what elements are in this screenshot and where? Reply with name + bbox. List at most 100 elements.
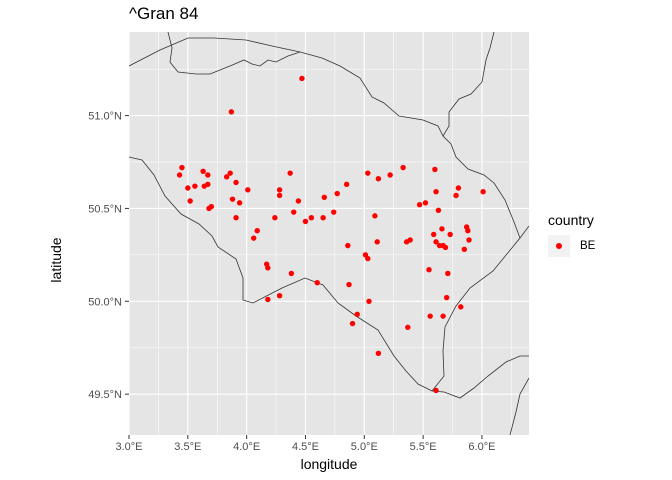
data-point bbox=[245, 187, 251, 193]
data-point bbox=[365, 255, 371, 262]
x-tick-label: 3.5°E bbox=[174, 441, 201, 453]
data-point bbox=[295, 198, 302, 204]
y-tick-label: 50.5°N bbox=[88, 203, 122, 215]
x-axis-label: longitude bbox=[300, 456, 358, 472]
data-point bbox=[349, 320, 356, 327]
x-tick-label: 6.0°E bbox=[468, 441, 495, 453]
data-point bbox=[372, 213, 378, 219]
data-point bbox=[228, 109, 235, 115]
data-point bbox=[416, 202, 423, 208]
luxembourg-border bbox=[431, 355, 529, 399]
data-point bbox=[229, 196, 236, 202]
data-point bbox=[480, 189, 486, 195]
data-point bbox=[233, 215, 239, 221]
data-point bbox=[461, 246, 467, 252]
x-axis: 3.0°E 3.5°E 4.0°E 4.5°E 5.0°E 5.5°E 6.0°E bbox=[115, 435, 495, 453]
legend-key bbox=[548, 235, 570, 257]
netherlands-east-border bbox=[442, 32, 495, 137]
data-point bbox=[331, 209, 337, 215]
data-point bbox=[233, 179, 239, 186]
legend-title: country bbox=[548, 212, 594, 228]
legend: country BE bbox=[548, 212, 595, 257]
data-point bbox=[433, 189, 439, 195]
data-point bbox=[223, 174, 230, 180]
data-point bbox=[426, 267, 432, 273]
data-point bbox=[400, 164, 406, 171]
data-point bbox=[321, 194, 327, 200]
data-point bbox=[265, 296, 271, 303]
y-tick-label: 49.5°N bbox=[88, 389, 122, 401]
data-point bbox=[422, 200, 429, 206]
y-tick-label: 51.0°N bbox=[88, 111, 122, 123]
data-point bbox=[432, 166, 438, 173]
data-point bbox=[365, 170, 371, 176]
netherlands-border bbox=[167, 32, 301, 75]
data-point bbox=[179, 164, 185, 171]
data-point bbox=[440, 313, 446, 319]
data-point bbox=[345, 242, 351, 249]
data-point bbox=[265, 265, 271, 271]
data-point bbox=[453, 192, 459, 199]
data-point bbox=[443, 294, 450, 301]
data-point bbox=[433, 239, 439, 245]
x-tick-label: 5.0°E bbox=[351, 441, 378, 453]
data-point bbox=[387, 172, 393, 178]
data-point bbox=[227, 170, 233, 176]
data-point bbox=[287, 170, 293, 176]
legend-point-icon bbox=[556, 243, 562, 249]
data-point bbox=[465, 228, 471, 234]
y-tick-label: 50.0°N bbox=[88, 296, 122, 308]
data-point bbox=[236, 200, 243, 206]
data-point bbox=[272, 215, 278, 221]
panel-background bbox=[129, 32, 529, 435]
data-point bbox=[346, 281, 352, 288]
data-point bbox=[291, 209, 297, 215]
data-point bbox=[208, 203, 215, 210]
data-point bbox=[431, 231, 437, 238]
data-point bbox=[407, 237, 413, 243]
data-point bbox=[439, 226, 445, 232]
data-point bbox=[375, 176, 382, 182]
data-point bbox=[200, 168, 206, 174]
data-point bbox=[176, 172, 183, 178]
belgium-border bbox=[129, 37, 521, 392]
data-point bbox=[314, 280, 320, 286]
data-point bbox=[375, 350, 382, 356]
data-point bbox=[466, 237, 472, 243]
germany-border bbox=[509, 225, 529, 435]
data-point bbox=[433, 387, 439, 394]
data-point bbox=[205, 181, 211, 187]
x-tick-label: 3.0°E bbox=[115, 441, 142, 453]
country-borders bbox=[129, 32, 529, 435]
data-point bbox=[308, 215, 315, 221]
legend-label: BE bbox=[580, 240, 596, 252]
data-point bbox=[320, 215, 326, 221]
y-axis-label: latitude bbox=[48, 237, 64, 283]
data-point bbox=[302, 218, 309, 225]
data-point bbox=[458, 304, 464, 310]
data-point bbox=[405, 324, 411, 330]
legend-item: BE bbox=[548, 235, 595, 257]
grid-lines bbox=[128, 32, 529, 435]
data-point bbox=[427, 313, 433, 319]
plot-title: ^Gran 84 bbox=[129, 4, 199, 23]
data-point bbox=[251, 235, 257, 241]
data-point bbox=[276, 192, 283, 199]
y-axis: 49.5°N 50.0°N 50.5°N 51.0°N bbox=[88, 111, 129, 401]
data-point bbox=[276, 187, 283, 193]
data-point bbox=[354, 311, 360, 317]
data-point bbox=[442, 244, 449, 251]
data-point bbox=[185, 185, 191, 191]
data-point bbox=[205, 172, 211, 178]
data-point bbox=[334, 190, 340, 197]
x-tick-label: 5.5°E bbox=[410, 441, 437, 453]
data-point bbox=[276, 293, 283, 299]
data-points bbox=[176, 75, 486, 394]
data-point bbox=[455, 185, 462, 191]
data-point bbox=[445, 270, 451, 277]
data-point bbox=[435, 207, 442, 213]
data-point bbox=[343, 181, 350, 187]
data-point bbox=[299, 75, 305, 82]
